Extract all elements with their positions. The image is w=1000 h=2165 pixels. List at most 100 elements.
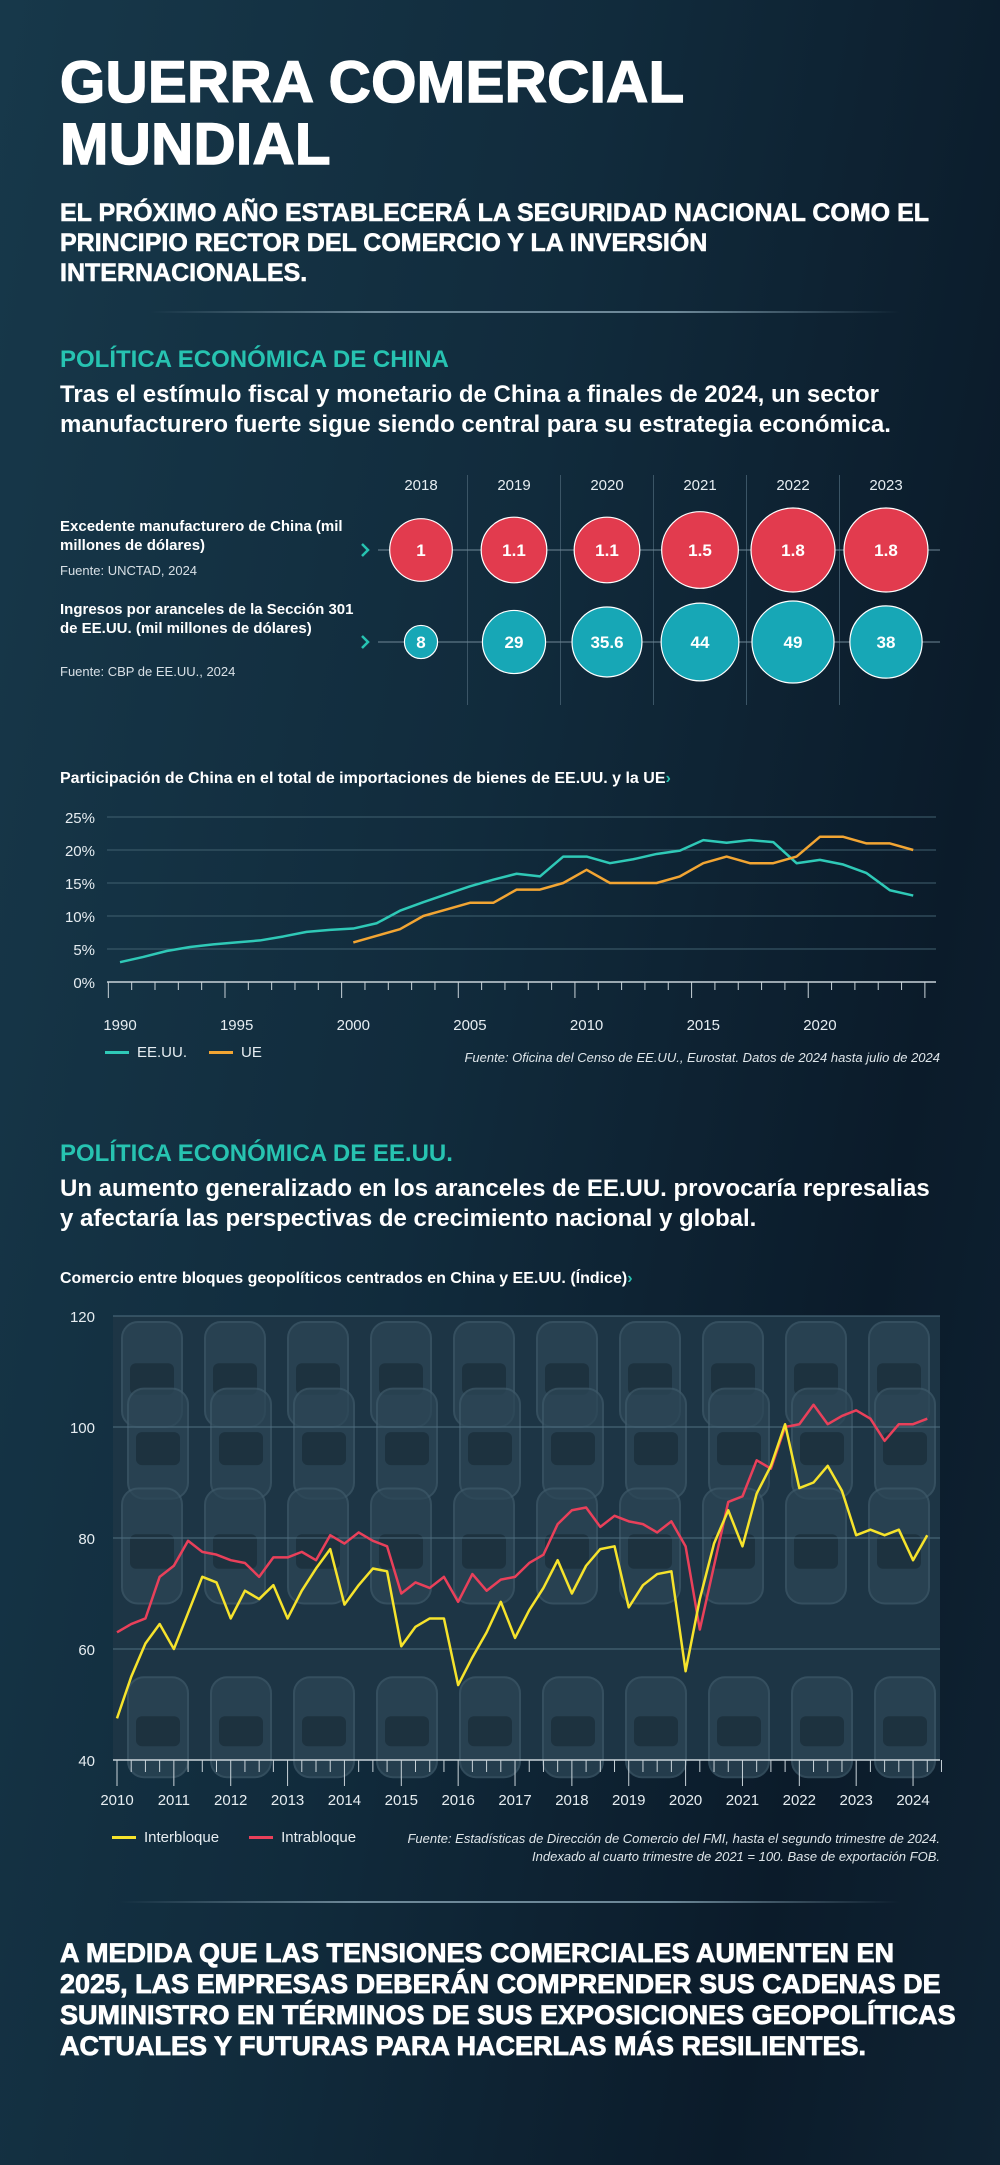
y-tick-label: 120 [70,1309,95,1326]
bubble [751,600,835,684]
car-window-shape [883,1432,927,1466]
car-window-shape [551,1716,595,1747]
car-window-shape [302,1716,346,1747]
car-window-shape [385,1432,429,1466]
x-tick-label: 2010 [100,1792,133,1809]
x-tick-label: 2015 [385,1792,418,1809]
bubble [849,605,923,679]
y-tick-label: 100 [70,1420,95,1437]
car-window-shape [296,1534,340,1569]
car-window-shape [136,1432,180,1466]
chevron-right-icon [361,635,370,649]
car-window-shape [462,1363,506,1395]
bubble-value: 29 [505,633,524,652]
car-window-shape [634,1716,678,1747]
year-label: 2023 [869,477,902,494]
x-tick-label: 2020 [803,1017,836,1034]
car-window-shape [545,1534,589,1569]
surplus-row-label: Excedente manufacturero de China (mil mi… [60,518,343,554]
x-tick-label: 2011 [158,1792,190,1809]
car-window-shape [711,1363,755,1395]
car-window-shape [302,1432,346,1466]
car-photo-background [113,1316,940,1779]
chevron-right-icon: › [627,1270,633,1287]
series-line-interbloque [115,1422,929,1719]
car-window-shape [219,1716,263,1747]
x-tick-label: 2017 [498,1792,531,1809]
source-line: Indexado al cuarto trimestre de 2021 = 1… [532,1849,940,1864]
page-title: GUERRA COMERCIAL MUNDIAL [59,50,684,177]
car-window-shape [296,1363,340,1395]
x-tick-label: 2012 [214,1792,247,1809]
legend-label-interbloque: Interbloque [144,1829,220,1846]
year-label: 2019 [497,477,530,494]
chevron-right-icon [361,543,370,557]
y-tick-label: 25% [65,810,95,827]
y-tick-label: 15% [65,876,95,893]
bloc-trade-source: Fuente: Estadísticas de Dirección de Com… [407,1830,940,1866]
x-tick-label: 2024 [896,1792,929,1809]
bubble [661,511,739,589]
x-tick-label: 2022 [783,1792,816,1809]
x-tick-label: 2014 [328,1792,361,1809]
bubble [389,518,453,582]
bubble-value: 35.6 [590,633,623,652]
year-label: 2018 [404,477,437,494]
bubble [481,609,547,675]
car-window-shape [468,1716,512,1747]
car-window-shape [385,1716,429,1747]
bubble [573,516,641,584]
x-tick-label: 2021 [726,1792,759,1809]
conclusion-text: A MEDIDA QUE LAS TENSIONES COMERCIALES A… [60,1938,956,2062]
chart-title-text: Comercio entre bloques geopolíticos cent… [60,1270,628,1287]
china-section-paragraph: Tras el estímulo fiscal y monetario de C… [60,381,891,438]
x-tick-label: 2000 [337,1017,370,1034]
import-share-legend: EE.UU. UE [105,1044,262,1061]
y-tick-label: 40 [78,1753,95,1770]
bubble-value: 1.1 [595,541,619,560]
car-window-shape [794,1363,838,1395]
legend-swatch-eu [209,1051,234,1054]
import-share-source: Fuente: Oficina del Censo de EE.UU., Eur… [464,1050,940,1065]
bubble-value: 38 [877,633,896,652]
car-window-shape [717,1432,761,1466]
bubble [480,516,548,584]
bubble [750,507,836,593]
car-window-shape [800,1716,844,1747]
car-window-shape [130,1363,174,1395]
bubble-value: 49 [784,633,803,652]
car-window-shape [136,1716,180,1747]
year-label: 2021 [683,477,716,494]
page-subtitle: EL PRÓXIMO AÑO ESTABLECERÁ LA SEGURIDAD … [60,199,929,288]
car-window-shape [468,1432,512,1466]
divider [120,1901,900,1903]
x-tick-label: 2016 [441,1792,474,1809]
tariff-row-source: Fuente: CBP de EE.UU., 2024 [60,664,236,679]
y-tick-label: 60 [78,1642,95,1659]
car-window-shape [551,1432,595,1466]
legend-label-us: EE.UU. [137,1044,188,1061]
bubble-value: 1 [416,541,425,560]
x-tick-label: 1990 [103,1017,136,1034]
bloc-trade-chart-title[interactable]: Comercio entre bloques geopolíticos cent… [60,1270,633,1288]
y-tick-label: 80 [78,1531,95,1548]
legend-swatch-interbloque [112,1836,136,1839]
car-window-shape [634,1432,678,1466]
car-window-shape [794,1534,838,1569]
bloc-trade-legend: Interbloque Intrabloque [112,1829,356,1846]
y-tick-label: 5% [73,942,95,959]
y-tick-label: 20% [65,843,95,860]
series-line-eu [352,835,914,944]
bubble-value: 1.8 [781,541,805,560]
x-tick-label: 2013 [271,1792,304,1809]
car-window-shape [877,1363,921,1395]
bubble-value: 44 [691,633,710,652]
car-window-shape [379,1534,423,1569]
import-share-chart-title[interactable]: Participación de China en el total de im… [60,770,671,788]
series-line-us [119,838,914,964]
china-section-heading: POLÍTICA ECONÓMICA DE CHINA [60,346,449,373]
car-window-shape [628,1534,672,1569]
car-window-shape [545,1363,589,1395]
x-tick-label: 2023 [839,1792,872,1809]
x-tick-label: 2018 [555,1792,588,1809]
